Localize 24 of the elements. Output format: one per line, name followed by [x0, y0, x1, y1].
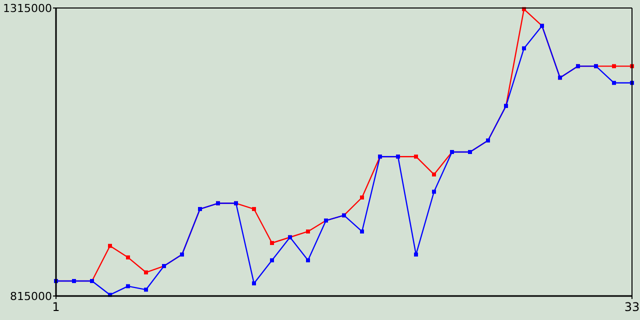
point [414, 252, 418, 257]
x-tick-label: 33 [624, 300, 640, 314]
point [108, 244, 112, 248]
point [432, 172, 436, 176]
point [144, 270, 148, 274]
point [306, 229, 310, 234]
point [360, 196, 364, 200]
point [126, 255, 130, 260]
point [252, 207, 256, 212]
point [522, 46, 526, 50]
point [252, 281, 256, 286]
point [144, 288, 148, 292]
point [612, 64, 616, 68]
y-tick-label: 1315000 [3, 2, 52, 15]
point [432, 190, 436, 194]
point [306, 258, 310, 262]
point [360, 229, 364, 234]
point [270, 241, 274, 246]
point [612, 80, 616, 85]
point [126, 284, 130, 288]
point [414, 154, 418, 159]
y-tick-label: 815000 [10, 290, 52, 303]
x-tick-label: 1 [52, 300, 60, 314]
point [270, 258, 274, 262]
